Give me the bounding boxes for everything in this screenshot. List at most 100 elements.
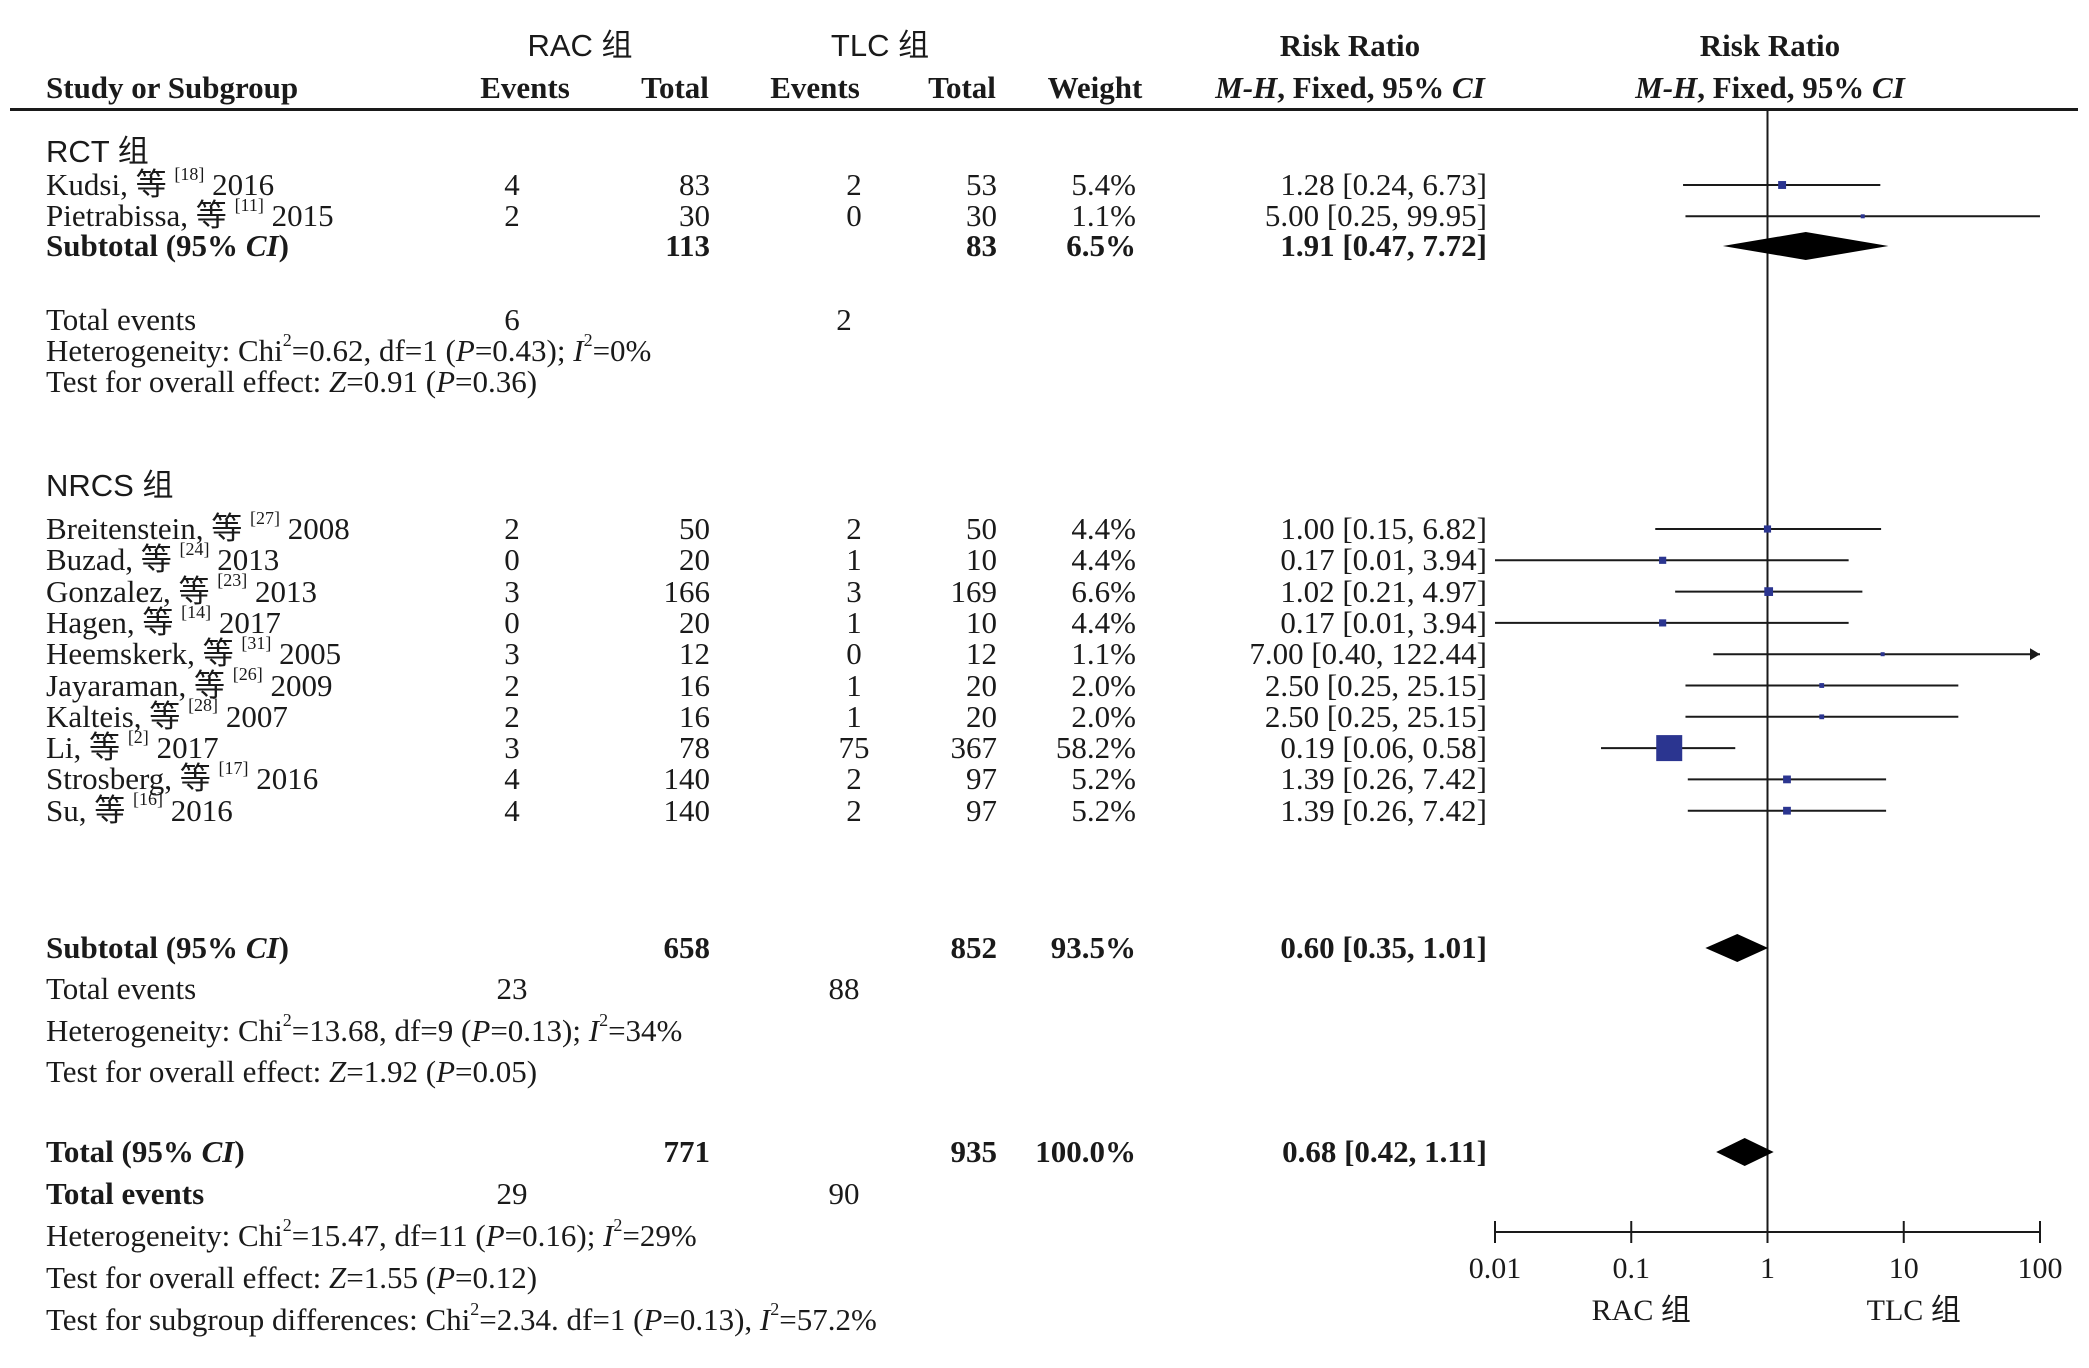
study-ref: [11]	[234, 194, 264, 215]
stat-part: =0.13);	[490, 1013, 589, 1048]
risk-ratio-ci: 0.17 [0.01, 3.94]	[1280, 604, 1487, 640]
total-tlc: 12	[966, 636, 997, 672]
header-risk-ratio-text: Risk Ratio	[1279, 28, 1421, 63]
total-events-label: Total events	[46, 302, 197, 337]
header-total-a: Total	[641, 70, 709, 105]
stat-part: Heterogeneity: Chi	[46, 1013, 283, 1048]
heterogeneity-stat: Heterogeneity: Chi2=0.62, df=1 (P=0.43);…	[46, 329, 652, 368]
subgroup-title: RCT 组	[46, 134, 149, 169]
risk-ratio-ci: 2.50 [0.25, 25.15]	[1264, 667, 1487, 703]
pooled-diamond	[1716, 1138, 1774, 1166]
weight-value: 58.2%	[1055, 730, 1136, 766]
stat-part: =29%	[622, 1218, 697, 1253]
total-events-label: Total events	[46, 1176, 205, 1211]
events-tlc: 2	[846, 792, 862, 828]
events-tlc: 1	[846, 542, 862, 578]
total-rac: 78	[679, 730, 710, 766]
study-name: Heemskerk, 等 [31] 2005	[46, 634, 342, 672]
study-marker	[1819, 683, 1825, 688]
study-ref: [24]	[179, 538, 210, 559]
study-year: 2013	[255, 573, 318, 609]
events-rac: 0	[504, 604, 520, 640]
events-rac: 2	[504, 667, 520, 703]
overall-total-total-rac: 771	[663, 1134, 711, 1169]
events-tlc: 1	[846, 667, 862, 703]
overall-total-label: Total (95% CI)	[46, 1134, 245, 1169]
subtotal-label: Subtotal (95% CI)	[46, 228, 289, 263]
stat-part: Test for subgroup differences: Chi	[46, 1302, 471, 1337]
study-author: Strosberg, 等	[46, 761, 211, 797]
events-tlc: 3	[846, 573, 862, 609]
study-year: 2015	[271, 198, 334, 234]
study-year: 2005	[279, 636, 342, 672]
study-marker	[1783, 806, 1791, 815]
x-tick-label: 10	[1889, 1252, 1919, 1285]
risk-ratio-ci: 0.19 [0.06, 0.58]	[1280, 730, 1487, 766]
total-rac: 20	[679, 604, 710, 640]
events-tlc: 75	[838, 730, 870, 766]
total-events-rac: 6	[504, 302, 520, 337]
x-tick-label: 1	[1760, 1252, 1775, 1285]
events-rac: 4	[504, 167, 520, 202]
subtotal-risk-ratio-ci: 0.60 [0.35, 1.01]	[1280, 930, 1487, 965]
subtotal-total-tlc: 852	[950, 930, 998, 965]
study-marker	[1860, 214, 1865, 219]
events-tlc: 0	[846, 636, 862, 672]
total-rac: 30	[679, 198, 710, 234]
stat-part: =0.05)	[455, 1054, 538, 1089]
weight-value: 4.4%	[1071, 604, 1136, 640]
total-rac: 16	[679, 667, 710, 703]
study-name: Buzad, 等 [24] 2013	[46, 538, 279, 578]
header-group-a: RAC 组	[527, 28, 633, 63]
study-marker	[1880, 652, 1885, 657]
study-ref: [14]	[181, 601, 212, 622]
total-tlc: 50	[966, 511, 997, 546]
study-name: Strosberg, 等 [17] 2016	[46, 759, 319, 797]
weight-value: 1.1%	[1071, 636, 1136, 672]
favours-right-label: TLC 组	[1867, 1294, 1961, 1327]
study-name: Li, 等 [2] 2017	[46, 728, 219, 766]
study-year: 2016	[256, 761, 319, 797]
study-year: 2016	[170, 792, 233, 828]
events-rac: 4	[504, 761, 520, 797]
stat-part: Test for overall effect:	[46, 1054, 330, 1089]
events-rac: 0	[504, 542, 520, 578]
study-ref: [28]	[188, 695, 219, 716]
study-author: Jayaraman, 等	[46, 667, 226, 703]
stat-part: Heterogeneity: Chi	[46, 1218, 283, 1253]
stat-part: =57.2%	[779, 1302, 877, 1337]
study-year: 2017	[218, 604, 281, 640]
header-divider	[10, 108, 2078, 111]
risk-ratio-ci: 2.50 [0.25, 25.15]	[1264, 698, 1487, 734]
study-year: 2009	[270, 667, 333, 703]
subtotal-total-rac: 658	[663, 930, 711, 965]
study-marker	[1764, 587, 1774, 596]
study-name: Su, 等 [16] 2016	[46, 790, 233, 829]
study-name: Pietrabissa, 等 [11] 2015	[46, 194, 334, 234]
events-rac: 3	[504, 636, 520, 672]
study-author: Buzad, 等	[46, 542, 172, 578]
stat-part: =0%	[592, 333, 652, 368]
stat-part: =0.62, df=1 (	[291, 333, 456, 368]
risk-ratio-ci: 1.02 [0.21, 4.97]	[1280, 573, 1487, 609]
total-events-tlc: 88	[828, 971, 860, 1006]
weight-value: 5.2%	[1071, 761, 1136, 797]
total-rac: 166	[663, 573, 711, 609]
total-events-rac: 29	[496, 1176, 528, 1211]
events-rac: 3	[504, 730, 520, 766]
total-rac: 20	[679, 542, 710, 578]
stat-part: Heterogeneity: Chi	[46, 333, 283, 368]
study-author: Pietrabissa, 等	[46, 198, 227, 234]
subgroup-difference-stat: Test for subgroup differences: Chi2=2.34…	[46, 1298, 877, 1337]
pooled-diamond	[1705, 934, 1769, 962]
header-events-a: Events	[480, 70, 570, 105]
header-method-text: M-H, Fixed, 95% CI	[1215, 70, 1485, 105]
subgroup-title: NRCS 组	[46, 468, 174, 503]
events-rac: 2	[504, 511, 520, 546]
study-name: Kalteis, 等 [28] 2007	[46, 696, 288, 735]
weight-value: 4.4%	[1071, 511, 1136, 546]
stat-part: Test for overall effect:	[46, 1260, 330, 1295]
total-tlc: 97	[966, 792, 997, 828]
total-rac: 140	[663, 761, 711, 797]
